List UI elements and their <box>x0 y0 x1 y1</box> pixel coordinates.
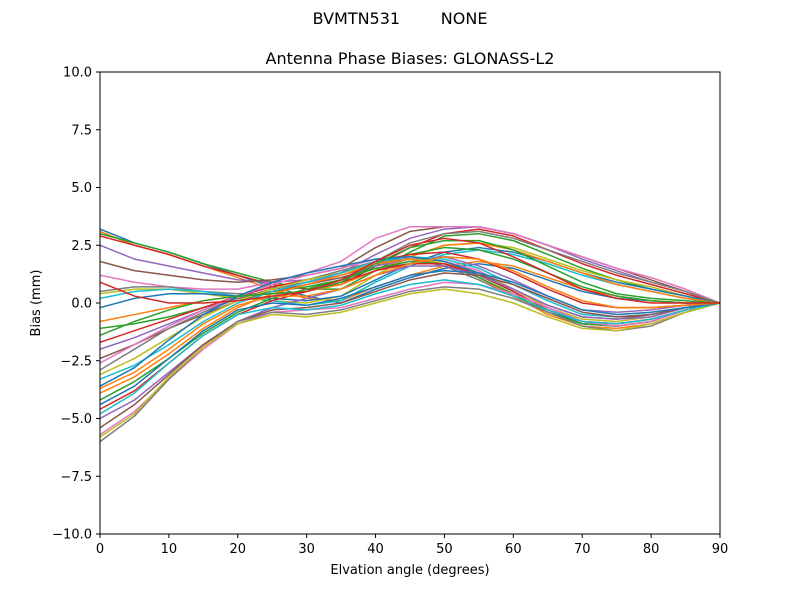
y-tick-label: −2.5 <box>60 354 92 369</box>
series-line <box>100 226 720 304</box>
x-tick-label: 80 <box>643 542 660 557</box>
series-line <box>100 288 720 438</box>
y-tick-label: 5.0 <box>71 181 92 196</box>
y-tick-label: 2.5 <box>71 239 92 254</box>
y-tick-label: −7.5 <box>60 470 92 485</box>
series-line <box>100 258 720 394</box>
series-line <box>100 269 720 406</box>
x-tick-label: 60 <box>505 542 522 557</box>
series-layer <box>100 226 720 443</box>
y-tick-label: 7.5 <box>71 123 92 138</box>
series-line <box>100 281 720 436</box>
y-tick-label: 10.0 <box>63 66 92 81</box>
series-line <box>100 237 720 304</box>
figure-suptitle: BVMTN531 NONE <box>313 9 488 28</box>
axes-layer: 0 10 20 30 40 50 60 70 80 90 10.0 7.5 5.0 2.5 0.0 −2.5 −… <box>52 66 728 558</box>
x-tick-label: 30 <box>298 542 315 557</box>
y-tick-label: −10.0 <box>52 528 92 543</box>
x-tick-label: 90 <box>712 542 729 557</box>
x-tick-label: 40 <box>367 542 384 557</box>
series-line <box>100 272 720 429</box>
y-tick-label: 0.0 <box>71 297 92 312</box>
series-line <box>100 279 720 415</box>
y-axis-label: Bias (mm) <box>29 270 44 337</box>
series-line <box>100 226 720 304</box>
chart-title: Antenna Phase Biases: GLONASS-L2 <box>266 49 555 68</box>
x-tick-label: 70 <box>574 542 591 557</box>
series-line <box>100 239 720 337</box>
y-tick-label: −5.0 <box>60 412 92 427</box>
x-axis-label: Elvation angle (degrees) <box>330 563 489 578</box>
x-tick-label: 0 <box>96 542 104 557</box>
x-tick-label: 50 <box>436 542 453 557</box>
x-tick-label: 20 <box>230 542 247 557</box>
x-tick-label: 10 <box>161 542 178 557</box>
series-line <box>100 256 720 390</box>
